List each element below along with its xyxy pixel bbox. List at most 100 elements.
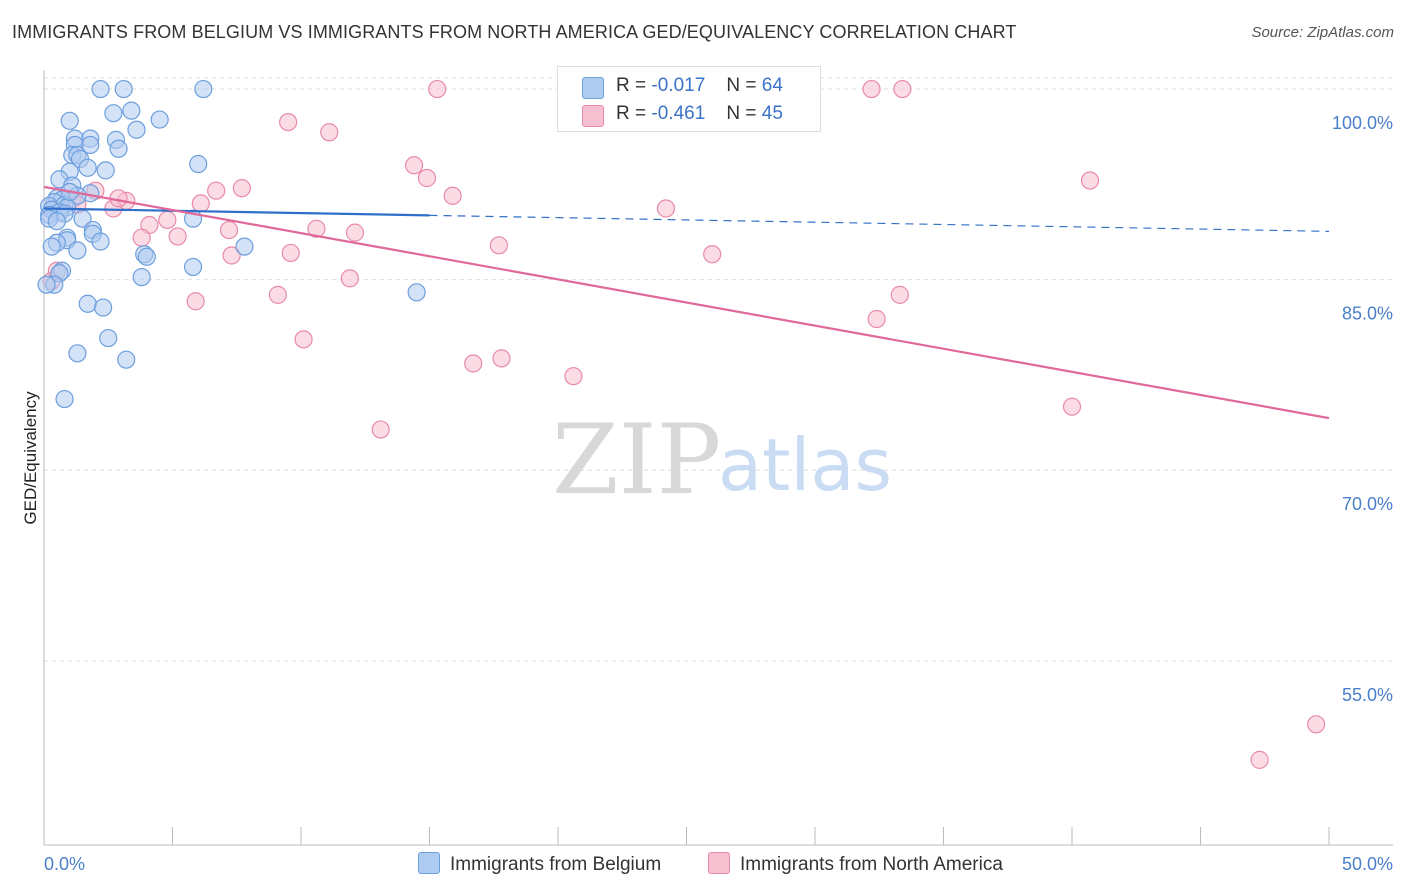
data-point-belgium	[137, 247, 156, 266]
legend-item-belgium[interactable]: Immigrants from Belgium	[418, 852, 661, 876]
data-point-belgium	[407, 283, 426, 302]
n-label: N =	[726, 103, 757, 124]
data-point-belgium	[132, 267, 151, 287]
data-point-north-america	[268, 285, 287, 304]
y-tick-label: 100.0%	[1332, 113, 1393, 133]
data-point-north-america	[320, 123, 339, 142]
data-point-north-america	[307, 219, 326, 238]
data-point-belgium	[68, 241, 87, 260]
data-point-belgium	[47, 212, 66, 231]
watermark-atlas: atlas	[718, 423, 892, 507]
legend-label-north-america: Immigrants from North America	[740, 854, 1003, 875]
north-america-legend-swatch	[708, 852, 730, 874]
data-point-north-america	[404, 156, 424, 175]
data-point-belgium	[91, 232, 110, 251]
data-point-belgium	[122, 101, 141, 120]
x-tick-max: 50.0%	[1342, 854, 1393, 874]
data-point-belgium	[189, 154, 208, 174]
data-point-north-america	[417, 168, 437, 188]
stats-text-belgium: R = -0.017 N = 64	[616, 75, 783, 97]
legend-label-belgium: Immigrants from Belgium	[450, 854, 662, 875]
data-point-north-america	[1062, 397, 1082, 416]
data-point-north-america	[564, 367, 583, 386]
data-point-north-america	[489, 236, 508, 255]
stats-text-north-america: R = -0.461 N = 45	[616, 103, 783, 125]
data-point-belgium	[235, 237, 254, 256]
r-label: R =	[616, 75, 647, 96]
data-point-north-america	[656, 199, 676, 218]
data-point-belgium	[114, 79, 133, 99]
data-point-belgium	[150, 110, 169, 129]
data-point-north-america	[294, 330, 313, 349]
n-label: N =	[726, 75, 757, 96]
data-point-north-america	[232, 179, 251, 198]
data-point-north-america	[862, 79, 881, 99]
data-point-north-america	[1080, 171, 1100, 190]
data-point-belgium	[78, 294, 97, 313]
data-point-north-america	[1307, 715, 1326, 734]
chart-source: Source: ZipAtlas.com	[1251, 24, 1394, 41]
data-point-belgium	[109, 139, 128, 158]
r-label: R =	[616, 103, 647, 124]
data-point-north-america	[186, 292, 205, 311]
data-point-north-america	[428, 79, 447, 99]
data-point-north-america	[345, 223, 365, 242]
y-tick-label: 85.0%	[1342, 304, 1393, 324]
x-tick-min: 0.0%	[44, 854, 85, 874]
data-point-north-america	[219, 220, 239, 240]
data-point-belgium	[91, 79, 110, 99]
trend-line-north-america	[43, 185, 1330, 420]
data-point-north-america	[890, 285, 909, 304]
correlation-stats-box: R = -0.017 N = 64 R = -0.461 N = 45	[557, 66, 821, 132]
data-point-north-america	[191, 194, 210, 213]
data-point-belgium	[55, 389, 74, 409]
data-point-north-america	[371, 420, 390, 439]
legend-item-north-america[interactable]: Immigrants from North America	[708, 852, 1003, 876]
trend-line-belgium	[43, 207, 430, 217]
data-point-north-america	[893, 79, 912, 99]
data-point-belgium	[96, 161, 115, 180]
data-point-north-america	[464, 354, 483, 373]
y-tick-label: 55.0%	[1342, 685, 1393, 705]
data-point-belgium	[127, 120, 146, 139]
data-point-north-america	[222, 246, 241, 265]
data-point-belgium	[183, 257, 203, 277]
data-point-north-america	[207, 181, 226, 200]
data-point-north-america	[340, 269, 359, 288]
belgium-swatch	[582, 77, 604, 99]
gridlines	[44, 77, 1393, 662]
north-america-swatch	[582, 105, 604, 127]
data-point-belgium	[117, 350, 136, 369]
data-point-belgium	[78, 158, 97, 177]
trend-line-belgium-extension	[429, 214, 1330, 232]
data-point-belgium	[42, 237, 61, 256]
data-point-north-america	[281, 243, 300, 263]
y-tick-label: 70.0%	[1342, 494, 1393, 514]
data-point-north-america	[492, 349, 511, 368]
data-point-north-america	[867, 309, 886, 329]
belgium-legend-swatch	[418, 852, 440, 874]
data-point-north-america	[168, 227, 187, 246]
data-point-north-america	[279, 112, 298, 132]
y-axis-label: GED/Equivalency	[21, 391, 40, 525]
watermark-zip: ZIP	[552, 404, 721, 516]
n-value-north-america: 45	[761, 103, 783, 124]
n-value-belgium: 64	[761, 75, 783, 96]
data-point-belgium	[60, 111, 79, 130]
watermark: ZIP atlas	[552, 404, 892, 516]
data-point-north-america	[1250, 750, 1269, 769]
data-point-belgium	[81, 135, 100, 155]
data-point-belgium	[68, 344, 87, 363]
r-value-north-america: -0.461	[651, 103, 706, 124]
r-value-belgium: -0.017	[651, 75, 706, 96]
data-point-belgium	[37, 275, 56, 294]
data-point-north-america	[158, 210, 177, 230]
data-point-belgium	[94, 298, 113, 317]
trend-lines	[43, 185, 1330, 420]
data-point-north-america	[703, 245, 722, 264]
data-point-belgium	[104, 104, 123, 123]
data-point-north-america	[132, 228, 151, 247]
data-point-belgium	[194, 79, 213, 99]
data-point-belgium	[99, 328, 118, 348]
